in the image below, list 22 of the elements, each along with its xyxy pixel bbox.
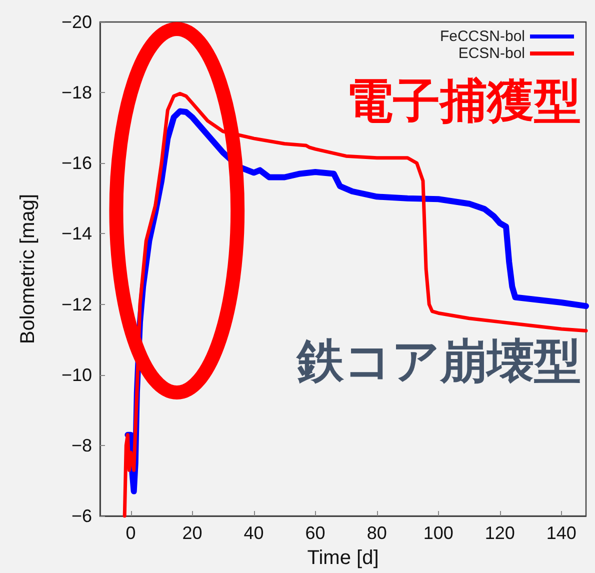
y-tick-label: −20 (61, 12, 92, 32)
x-tick-label: 80 (366, 523, 387, 543)
y-tick-label: −12 (61, 294, 92, 314)
x-tick-label: 20 (182, 523, 202, 543)
x-tick-label: 40 (244, 523, 264, 543)
x-axis-title: Time [d] (307, 547, 379, 569)
x-tick-label: 140 (546, 523, 576, 543)
y-tick-label: −18 (61, 82, 92, 103)
x-tick-label: 0 (126, 523, 136, 543)
y-tick-label: −6 (71, 506, 92, 526)
legend-label: FeCCSN-bol (440, 28, 525, 45)
y-axis-title: Bolometric [mag] (17, 194, 39, 344)
x-tick-label: 60 (305, 523, 326, 543)
x-tick-label: 120 (484, 523, 515, 543)
x-tick-label: 100 (423, 523, 454, 543)
annotation: 鉄コア崩壊型 (295, 334, 581, 389)
y-tick-label: −8 (71, 435, 92, 456)
y-tick-label: −14 (61, 224, 92, 244)
y-tick-label: −10 (61, 364, 92, 385)
y-tick-label: −16 (61, 153, 92, 174)
annotation: 電子捕獲型 (346, 74, 581, 129)
legend-label: ECSN-bol (458, 45, 525, 62)
